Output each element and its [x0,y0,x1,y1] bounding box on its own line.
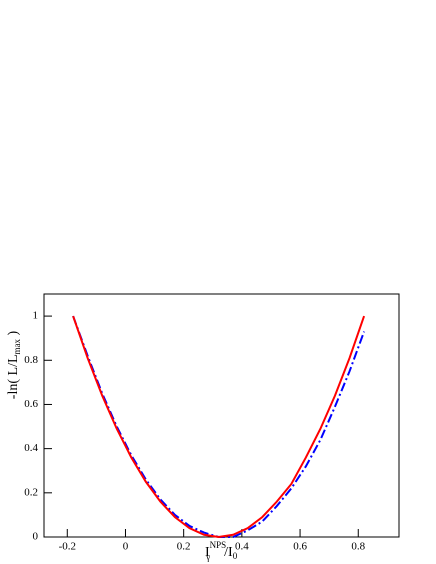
series-line [72,315,366,539]
x-tick-label: -0.2 [59,541,76,553]
x-label-rest: /I [224,545,233,560]
y-axis-label: -ln( L/Lmax ) [6,330,22,399]
y-label-sub: max [12,338,22,354]
x-label-sub: γ [205,552,210,562]
y-tick-label: 1 [33,310,39,322]
y-tick-label: 0 [33,531,39,543]
plot-frame [43,293,400,538]
x-label-rest-sub: 0 [233,551,238,561]
y-tick-label: 0.4 [24,442,38,454]
x-label-main: I [205,545,210,560]
x-tick-label: 0.4 [235,541,249,553]
x-tick-label: 0.6 [293,541,307,553]
y-tick-label: 0.8 [24,354,38,366]
y-tick-label: 0.2 [24,486,38,498]
y-label-rest: ) [6,330,21,339]
x-tick-label: 0 [123,541,129,553]
y-label-main: -ln( L/L [6,354,21,399]
y-tick-label: 0.6 [24,398,38,410]
x-tick-label: 0.2 [177,541,191,553]
x-label-sup: NPS [210,540,227,550]
x-tick-label: 0.8 [351,541,365,553]
x-axis-label: INPS γ/I0 [205,540,238,562]
